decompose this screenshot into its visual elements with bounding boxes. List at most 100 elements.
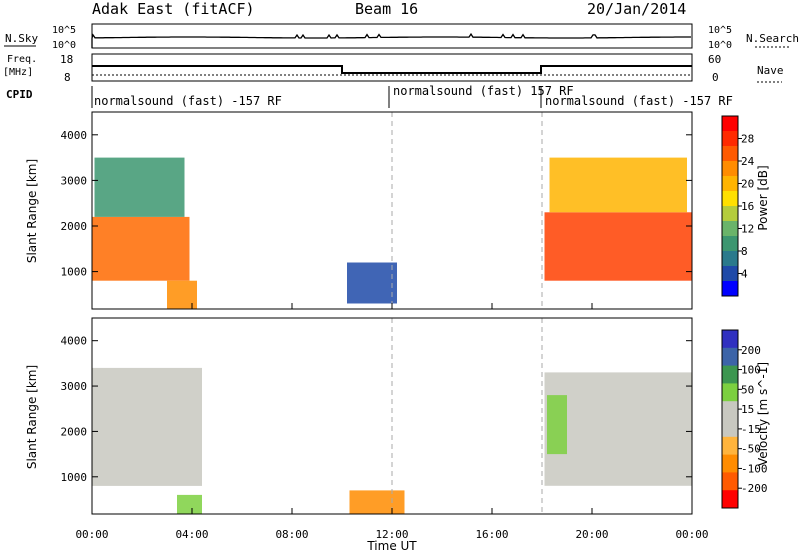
nsky-label: N.Sky <box>5 32 38 45</box>
power-region-midday-patch <box>347 262 397 304</box>
nave-label: Nave <box>757 64 784 77</box>
power-colorbar-swatch-11 <box>722 281 738 297</box>
velocity-ytick-label-0: 1000 <box>61 471 88 484</box>
velocity-y-axis: 1000 2000 3000 4000 <box>61 335 692 484</box>
freq-tick-bottom: 8 <box>64 71 71 84</box>
power-colorbar-label: Power [dB] <box>756 165 770 230</box>
power-ytick-label-2: 3000 <box>61 174 88 187</box>
power-ytick-label-0: 1000 <box>61 266 88 279</box>
velocity-colorbar-swatch-1 <box>722 347 738 367</box>
power-colorbar-swatch-8 <box>722 236 738 252</box>
velocity-colorbar-swatch-6 <box>722 436 738 456</box>
power-y-axis: 1000 2000 3000 4000 <box>61 129 692 279</box>
velocity-colorbar-label: Velocity [m s^-1] <box>756 362 770 466</box>
power-colorbar-label-4: 12 <box>741 223 754 236</box>
velocity-colorbar-label-4: -15 <box>741 423 761 436</box>
velocity-region-morning-grey <box>92 367 202 486</box>
power-data-cells <box>92 112 692 309</box>
velocity-colorbar-label-6: -100 <box>741 462 768 475</box>
freq-trace <box>92 65 692 74</box>
xtick-label-2: 08:00 <box>275 528 308 541</box>
xtick-label-5: 20:00 <box>575 528 608 541</box>
nsearch-tick-bottom: 10^0 <box>708 40 732 51</box>
power-ytick-label-1: 2000 <box>61 220 88 233</box>
velocity-colorbar-swatch-5 <box>722 419 738 438</box>
power-ytick-label-3: 4000 <box>61 129 88 142</box>
freq-label-line1: Freq. <box>7 54 37 65</box>
nsky-tick-bottom: 10^0 <box>52 40 76 51</box>
power-colorbar-swatch-9 <box>722 251 738 267</box>
beam-label: Beam 16 <box>355 0 418 18</box>
power-ylabel: Slant Range [km] <box>25 159 39 263</box>
freq-label-line2: [MHz] <box>3 67 33 78</box>
nsearch-label: N.Search <box>746 32 799 45</box>
velocity-data-cells <box>92 318 692 514</box>
cpid-label: CPID <box>6 88 33 101</box>
velocity-colorbar-swatch-2 <box>722 365 738 384</box>
power-region-evening-upper <box>549 157 687 213</box>
velocity-colorbar-swatch-9 <box>722 490 738 509</box>
velocity-colorbar-swatch-8 <box>722 472 738 491</box>
time-xlabel: Time UT <box>366 539 417 553</box>
power-colorbar: 28 24 20 16 12 8 4 <box>721 115 755 297</box>
velocity-region-morning-foot <box>177 494 202 514</box>
power-colorbar-swatch-1 <box>722 131 738 147</box>
xtick-label-6: 00:00 <box>675 528 708 541</box>
velocity-ytick-label-2: 3000 <box>61 380 88 393</box>
cpid-segment-1: normalsound (fast) -157 RF <box>94 94 282 108</box>
power-region-evening-band <box>544 212 692 281</box>
power-colorbar-swatch-10 <box>722 266 738 282</box>
nsky-strip-frame <box>91 23 693 49</box>
velocity-colorbar-label-0: 200 <box>741 344 761 357</box>
nsearch-tick-top: 10^5 <box>708 25 732 36</box>
time-x-axis: 00:00 04:00 08:00 12:00 16:00 20:00 00:00 <box>75 303 709 541</box>
power-colorbar-label-5: 8 <box>741 245 748 258</box>
nsky-trace <box>91 32 691 48</box>
velocity-colorbar-swatch-0 <box>722 330 738 349</box>
velocity-panel: 1000 2000 3000 4000 Slant Range [km] <box>25 317 693 515</box>
velocity-region-evening-green <box>547 395 567 455</box>
power-region-morning-band <box>92 216 190 281</box>
power-colorbar-label-3: 16 <box>741 200 754 213</box>
velocity-region-evening-grey <box>544 372 692 486</box>
power-colorbar-swatch-7 <box>722 221 738 237</box>
velocity-colorbar-label-1: 100 <box>741 364 761 377</box>
power-colorbar-label-0: 28 <box>741 133 754 146</box>
velocity-colorbar-label-7: -200 <box>741 482 768 495</box>
power-colorbar-swatch-5 <box>722 191 738 207</box>
velocity-colorbar-swatch-4 <box>722 401 738 420</box>
power-colorbar-swatch-2 <box>722 146 738 162</box>
nsky-tick-top: 10^5 <box>52 25 76 36</box>
velocity-colorbar-swatch-3 <box>722 383 738 402</box>
velocity-colorbar: 200 100 50 15 -15 -50 -100 -200 <box>721 329 768 509</box>
cpid-segment-2: normalsound (fast) 157 RF <box>393 84 574 98</box>
power-colorbar-swatch-6 <box>722 206 738 222</box>
velocity-colorbar-frame <box>721 329 739 509</box>
xtick-label-0: 00:00 <box>75 528 108 541</box>
nave-tick-bottom: 0 <box>712 71 719 84</box>
power-colorbar-swatch-4 <box>722 176 738 192</box>
power-colorbar-label-2: 20 <box>741 178 754 191</box>
power-colorbar-swatch-0 <box>722 116 738 132</box>
xtick-label-4: 16:00 <box>475 528 508 541</box>
power-colorbar-label-6: 4 <box>741 268 748 281</box>
cpid-segment-3: normalsound (fast) -157 RF <box>545 94 733 108</box>
nave-tick-top: 60 <box>708 53 721 66</box>
velocity-ytick-label-3: 4000 <box>61 335 88 348</box>
freq-tick-top: 18 <box>60 53 73 66</box>
velocity-colorbar-label-2: 50 <box>741 383 754 396</box>
velocity-region-midday-patch <box>349 490 405 514</box>
xtick-label-1: 04:00 <box>175 528 208 541</box>
freq-strip-frame <box>91 53 693 82</box>
power-region-morning-upper <box>94 157 185 217</box>
xtick-label-3: 12:00 <box>375 528 408 541</box>
velocity-colorbar-label-3: 15 <box>741 403 754 416</box>
velocity-ylabel: Slant Range [km] <box>25 365 39 469</box>
power-colorbar-swatch-3 <box>722 161 738 177</box>
velocity-colorbar-label-5: -50 <box>741 443 761 456</box>
date-label: 20/Jan/2014 <box>587 0 686 18</box>
velocity-ytick-label-1: 2000 <box>61 425 88 438</box>
velocity-colorbar-swatch-7 <box>722 454 738 473</box>
power-panel: 1000 2000 3000 4000 Slant Range [km] <box>25 111 693 310</box>
